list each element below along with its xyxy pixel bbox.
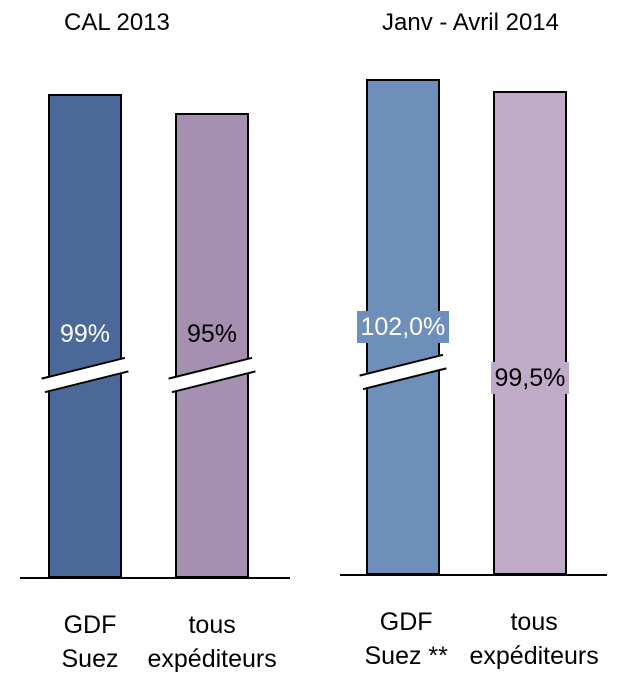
- category-label-line: Suez **: [364, 642, 448, 670]
- data-label-janv-avril-2014-tous-exp-diteurs: 99,5%: [490, 362, 570, 394]
- data-label-cal-2013-tous-exp-diteurs: 95%: [187, 320, 238, 348]
- category-label-line: expéditeurs: [469, 642, 599, 670]
- data-label-cal-2013-gdf-suez: 99%: [60, 320, 111, 348]
- data-label-janv-avril-2014-gdf-suez: 102,0%: [356, 311, 450, 343]
- category-label-line: tous: [188, 611, 236, 639]
- category-label-janv-avril-2014-gdf-suez: GDF Suez **: [365, 605, 448, 673]
- category-label-line: tous: [510, 608, 558, 636]
- x-axis-janv-avril-2014: [340, 574, 607, 576]
- chart-title-janv-avril-2014: Janv - Avril 2014: [382, 9, 559, 36]
- category-label-line: Suez: [61, 645, 119, 673]
- category-label-line: GDF: [63, 611, 117, 639]
- category-label-line: GDF: [379, 608, 433, 636]
- x-axis-cal-2013: [20, 577, 290, 579]
- bar-janv-avril-2014-tous-exp-diteurs: [493, 90, 567, 575]
- chart-title-cal-2013: CAL 2013: [64, 9, 170, 36]
- category-label-cal-2013-gdf-suez: GDF Suez: [62, 608, 119, 676]
- category-label-line: expéditeurs: [147, 645, 277, 673]
- bar-cal-2013-gdf-suez: [48, 93, 122, 578]
- category-label-janv-avril-2014-tous-exp-diteurs: tous expéditeurs: [470, 605, 599, 673]
- bar-cal-2013-tous-exp-diteurs: [175, 112, 249, 578]
- category-label-cal-2013-tous-exp-diteurs: tous expéditeurs: [148, 608, 277, 676]
